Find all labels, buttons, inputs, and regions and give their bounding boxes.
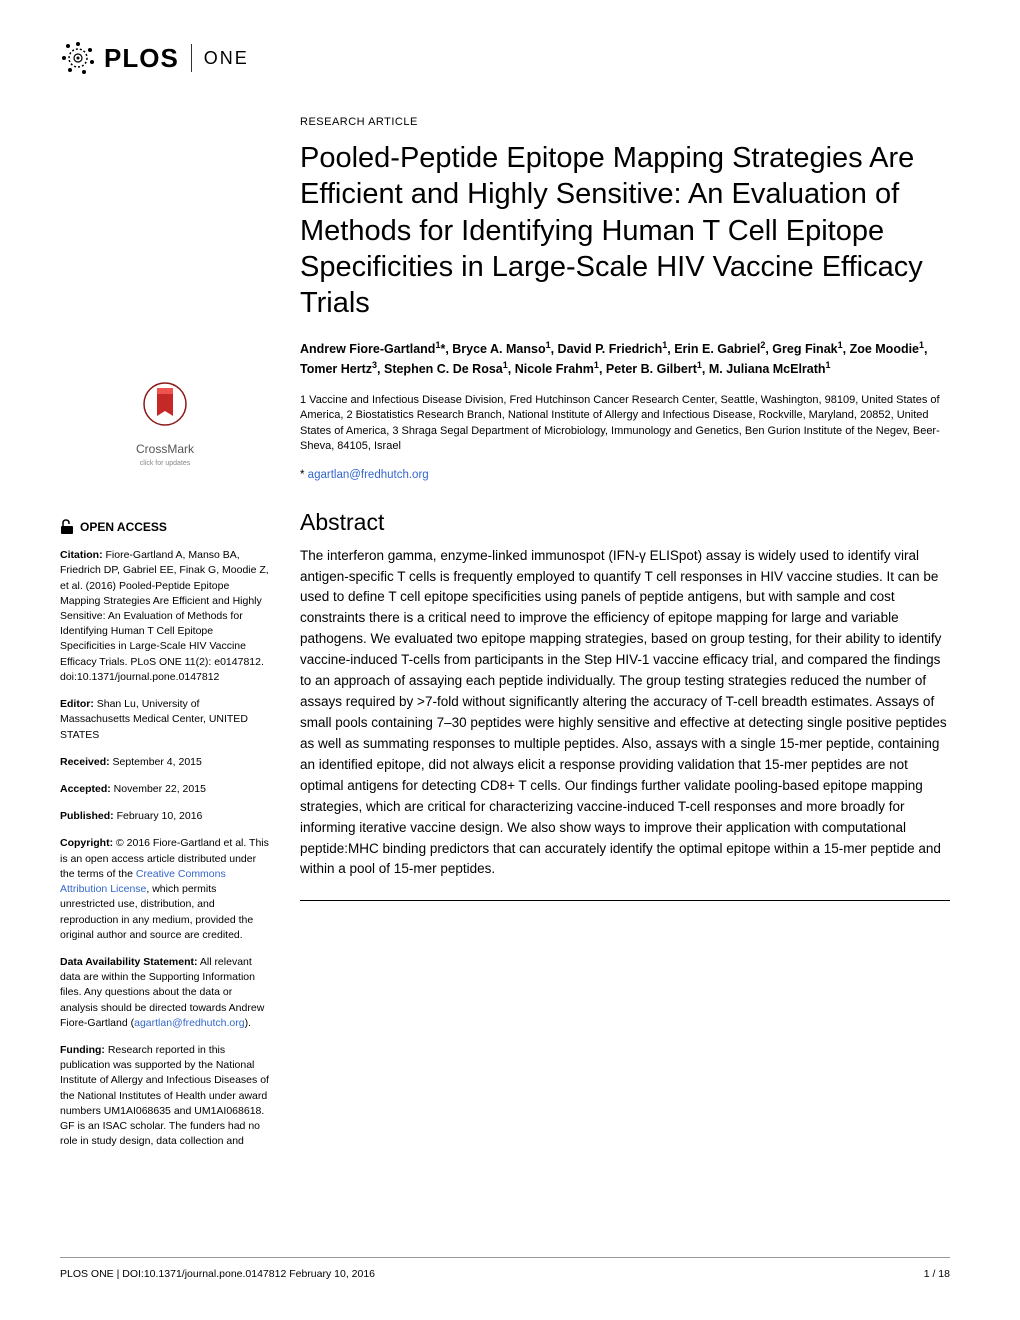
funding-block: Funding: Research reported in this publi… [60, 1043, 270, 1150]
abstract-heading: Abstract [300, 509, 950, 536]
crossmark-icon [143, 376, 187, 432]
received-block: Received: September 4, 2015 [60, 755, 270, 770]
published-text: February 10, 2016 [114, 810, 203, 822]
corresponding-author: * agartlan@fredhutch.org [300, 469, 950, 481]
abstract-body: The interferon gamma, enzyme-linked immu… [300, 546, 950, 881]
editor-label: Editor: [60, 698, 94, 710]
open-access-badge: OPEN ACCESS [60, 519, 270, 536]
open-lock-icon [60, 519, 74, 535]
logo-divider [191, 44, 192, 72]
crossmark-badge[interactable]: CrossMark click for updates [60, 376, 270, 469]
accepted-text: November 22, 2015 [111, 783, 206, 795]
data-availability-block: Data Availability Statement: All relevan… [60, 955, 270, 1031]
affiliations: 1 Vaccine and Infectious Disease Divisio… [300, 393, 950, 455]
data-label: Data Availability Statement: [60, 956, 198, 968]
journal-name: ONE [204, 48, 249, 69]
citation-block: Citation: Fiore-Gartland A, Manso BA, Fr… [60, 548, 270, 685]
plos-logo-icon [60, 40, 96, 76]
published-label: Published: [60, 810, 114, 822]
crossmark-sublabel: click for updates [60, 459, 270, 469]
data-text-2: ). [245, 1017, 251, 1029]
journal-header: PLOS ONE [60, 40, 950, 76]
page-footer: PLOS ONE | DOI:10.1371/journal.pone.0147… [60, 1257, 950, 1280]
corresponding-prefix: * [300, 469, 308, 481]
crossmark-label: CrossMark [60, 441, 270, 458]
received-label: Received: [60, 756, 110, 768]
abstract-rule [300, 900, 950, 901]
citation-label: Citation: [60, 549, 103, 561]
publisher-name: PLOS [104, 43, 179, 74]
article-title: Pooled-Peptide Epitope Mapping Strategie… [300, 140, 950, 321]
sidebar: CrossMark click for updates OPEN ACCESS … [60, 116, 270, 1162]
accepted-block: Accepted: November 22, 2015 [60, 782, 270, 797]
editor-block: Editor: Shan Lu, University of Massachus… [60, 697, 270, 743]
funding-label: Funding: [60, 1044, 105, 1056]
open-access-label: OPEN ACCESS [80, 519, 167, 536]
main-content: RESEARCH ARTICLE Pooled-Peptide Epitope … [300, 116, 950, 1162]
authors-list: Andrew Fiore-Gartland1*, Bryce A. Manso1… [300, 339, 950, 379]
data-email-link[interactable]: agartlan@fredhutch.org [134, 1017, 244, 1029]
accepted-label: Accepted: [60, 783, 111, 795]
article-type: RESEARCH ARTICLE [300, 116, 950, 128]
footer-doi: PLOS ONE | DOI:10.1371/journal.pone.0147… [60, 1268, 375, 1280]
corresponding-email-link[interactable]: agartlan@fredhutch.org [308, 469, 429, 481]
citation-text: Fiore-Gartland A, Manso BA, Friedrich DP… [60, 549, 269, 683]
published-block: Published: February 10, 2016 [60, 809, 270, 824]
footer-pagenum: 1 / 18 [924, 1268, 950, 1280]
copyright-label: Copyright: [60, 837, 113, 849]
received-text: September 4, 2015 [110, 756, 202, 768]
copyright-block: Copyright: © 2016 Fiore-Gartland et al. … [60, 836, 270, 943]
funding-text: Research reported in this publication wa… [60, 1044, 269, 1147]
